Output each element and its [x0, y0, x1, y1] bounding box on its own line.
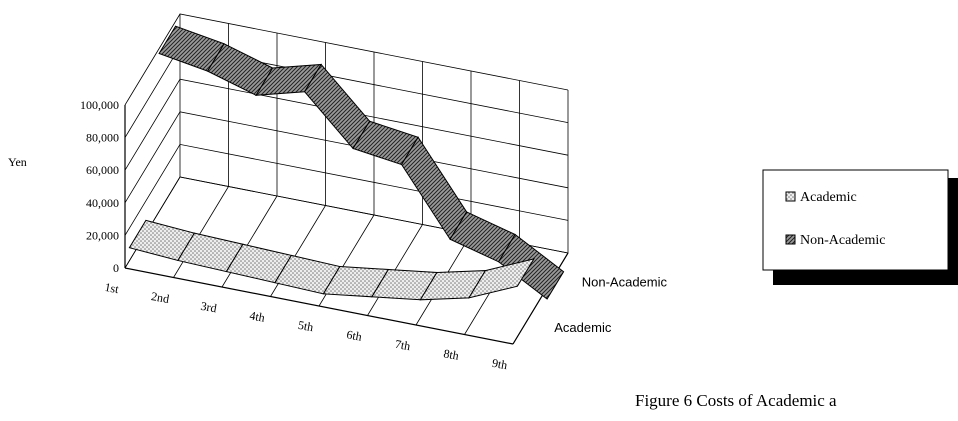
- depth-tick-label: Non-Academic: [582, 275, 668, 290]
- y-tick-label: 60,000: [86, 163, 119, 177]
- x-tick-label: 7th: [394, 337, 412, 353]
- y-tick-label: 0: [113, 261, 119, 275]
- y-axis-label: Yen: [8, 155, 27, 169]
- x-tick-label: 1st: [104, 280, 121, 296]
- chart-labels: 0 20,000 40,000 60,000 80,000 100,000 1st 2nd 3r…: [80, 98, 668, 372]
- legend-swatch-academic: [785, 191, 796, 202]
- chart-series: [128, 25, 565, 301]
- y-tick-label: 20,000: [86, 228, 119, 242]
- x-tick-label: 9th: [491, 356, 509, 372]
- series-nonacademic: [158, 25, 565, 300]
- y-tick-label: 40,000: [86, 196, 119, 210]
- x-tick-label: 4th: [248, 308, 266, 324]
- legend: Academic Non-Academic: [762, 169, 958, 285]
- x-tick-label: 2nd: [150, 289, 170, 306]
- legend-entry-nonacademic: Non-Academic: [800, 233, 886, 248]
- figure-caption: Figure 6 Costs of Academic a: [635, 391, 837, 410]
- ribbon-segment: [401, 136, 468, 241]
- x-tick-label: 5th: [297, 318, 315, 334]
- y-tick-label: 100,000: [80, 98, 119, 112]
- legend-entry-academic: Academic: [800, 190, 857, 205]
- ribbon-segment: [467, 258, 535, 299]
- x-tick-label: 3rd: [200, 299, 218, 316]
- series-academic: [128, 219, 535, 301]
- floor-gridline: [173, 186, 229, 278]
- ribbon-segment: [497, 233, 565, 300]
- y-tick-label: 80,000: [86, 131, 119, 145]
- depth-tick-label: Academic: [554, 320, 612, 335]
- gridline-y: [124, 143, 569, 236]
- legend-swatch-nonacademic: [785, 234, 796, 245]
- x-tick-label: 8th: [442, 346, 460, 362]
- x-tick-label: 6th: [345, 327, 363, 343]
- x-axis: [124, 267, 514, 345]
